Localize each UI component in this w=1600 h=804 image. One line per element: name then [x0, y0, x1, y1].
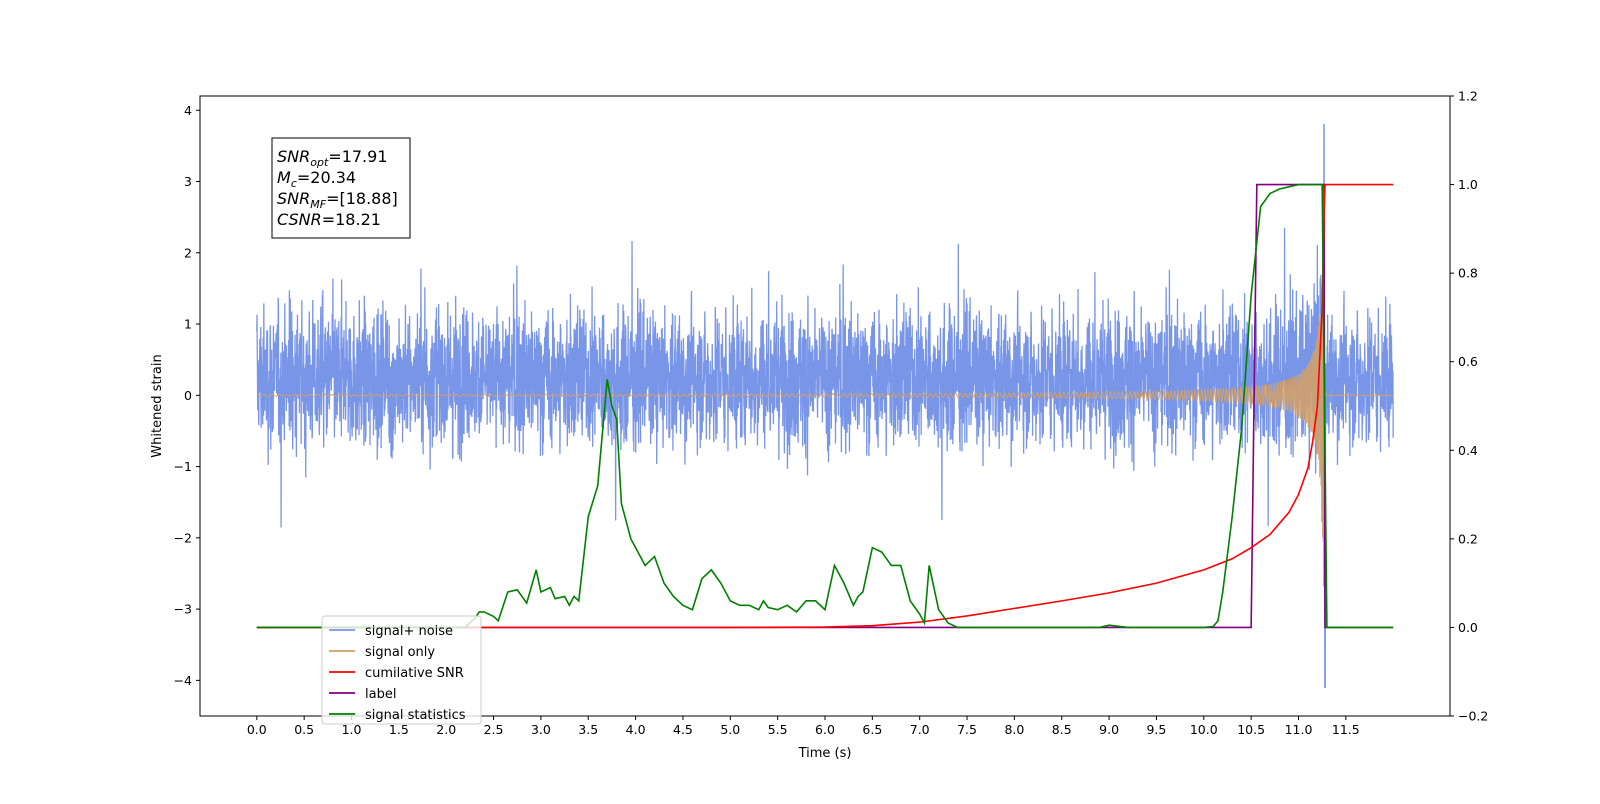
- legend-label: cumilative SNR: [365, 666, 464, 681]
- x-tick-label: 7.5: [957, 722, 977, 737]
- y-axis-right: 1.2 1.0 0.8 0.6 0.4 0.2 0.0 −0.2: [1450, 89, 1488, 724]
- x-tick-label: 4.0: [626, 722, 646, 737]
- x-tick-label: 1.0: [342, 722, 362, 737]
- series-signal-statistics: [256, 183, 1394, 629]
- y2-tick-label: 0.4: [1458, 443, 1478, 458]
- legend-label: label: [365, 687, 396, 702]
- x-tick-label: 7.0: [910, 722, 930, 737]
- y2-tick-label: 0.2: [1458, 531, 1478, 546]
- x-tick-label: 3.0: [531, 722, 551, 737]
- x-tick-label: 11.0: [1285, 722, 1313, 737]
- x-tick-label: 2.0: [436, 722, 456, 737]
- x-tick-label: 4.5: [673, 722, 693, 737]
- x-tick-label: 2.5: [484, 722, 504, 737]
- annotation-line: CSNR=18.21: [277, 210, 381, 229]
- x-axis-label: Time (s): [798, 746, 852, 761]
- y2-tick-label: −0.2: [1458, 709, 1488, 724]
- y-tick-label: 0: [184, 388, 192, 403]
- y-axis-label: Whitened strain: [150, 354, 165, 457]
- legend: signal+ noise signal only cumilative SNR la…: [321, 615, 482, 725]
- x-tick-label: 10.5: [1237, 722, 1265, 737]
- legend-label: signal statistics: [365, 708, 466, 723]
- x-tick-label: 11.5: [1332, 722, 1360, 737]
- y-tick-label: 4: [184, 103, 192, 118]
- x-tick-label: 6.0: [815, 722, 835, 737]
- x-axis: 0.0 0.5 1.0 1.5 2.0 2.5 3.0 3.5 4.0 4.5 5.0 5.5 6.0 6…: [247, 716, 1360, 737]
- y2-tick-label: 0.0: [1458, 620, 1478, 635]
- y-tick-label: 2: [184, 245, 192, 260]
- y-tick-label: 3: [184, 174, 192, 189]
- y-axis-left: 4 3 2 1 0 −1 −2 −3 −4: [174, 103, 200, 688]
- x-tick-label: 5.0: [720, 722, 740, 737]
- y2-tick-label: 1.2: [1458, 89, 1478, 104]
- x-tick-label: 0.5: [294, 722, 314, 737]
- annotation-line: SNRopt=17.91: [277, 147, 388, 169]
- y-tick-label: −4: [174, 673, 192, 688]
- legend-label: signal+ noise: [365, 624, 453, 639]
- x-tick-label: 5.5: [768, 722, 788, 737]
- series-cumulative-snr: [256, 183, 1394, 629]
- x-tick-label: 3.5: [578, 722, 598, 737]
- x-tick-label: 9.0: [1099, 722, 1119, 737]
- x-tick-label: 6.5: [862, 722, 882, 737]
- y-tick-label: −3: [174, 602, 192, 617]
- x-tick-label: 8.5: [1052, 722, 1072, 737]
- annotation-line: Mc=20.34: [277, 168, 356, 190]
- x-tick-label: 10.0: [1190, 722, 1218, 737]
- series-signal-noise: [256, 123, 1394, 689]
- series-signal-only: [256, 217, 1394, 587]
- x-tick-label: 1.5: [389, 722, 409, 737]
- snr-annotation-box: SNRopt=17.91Mc=20.34SNRMF=[18.88]CSNR=18…: [271, 137, 411, 239]
- y2-tick-label: 1.0: [1458, 177, 1478, 192]
- y2-tick-label: 0.6: [1458, 354, 1478, 369]
- x-tick-label: 8.0: [1004, 722, 1024, 737]
- y-tick-label: 1: [184, 317, 192, 332]
- y2-tick-label: 0.8: [1458, 266, 1478, 281]
- y-tick-label: −1: [174, 459, 192, 474]
- legend-label: signal only: [365, 645, 435, 660]
- y-tick-label: −2: [174, 530, 192, 545]
- annotation-line: SNRMF=[18.88]: [277, 189, 398, 211]
- x-tick-label: 9.5: [1146, 722, 1166, 737]
- series-layer: [256, 123, 1394, 689]
- x-tick-label: 0.0: [247, 722, 267, 737]
